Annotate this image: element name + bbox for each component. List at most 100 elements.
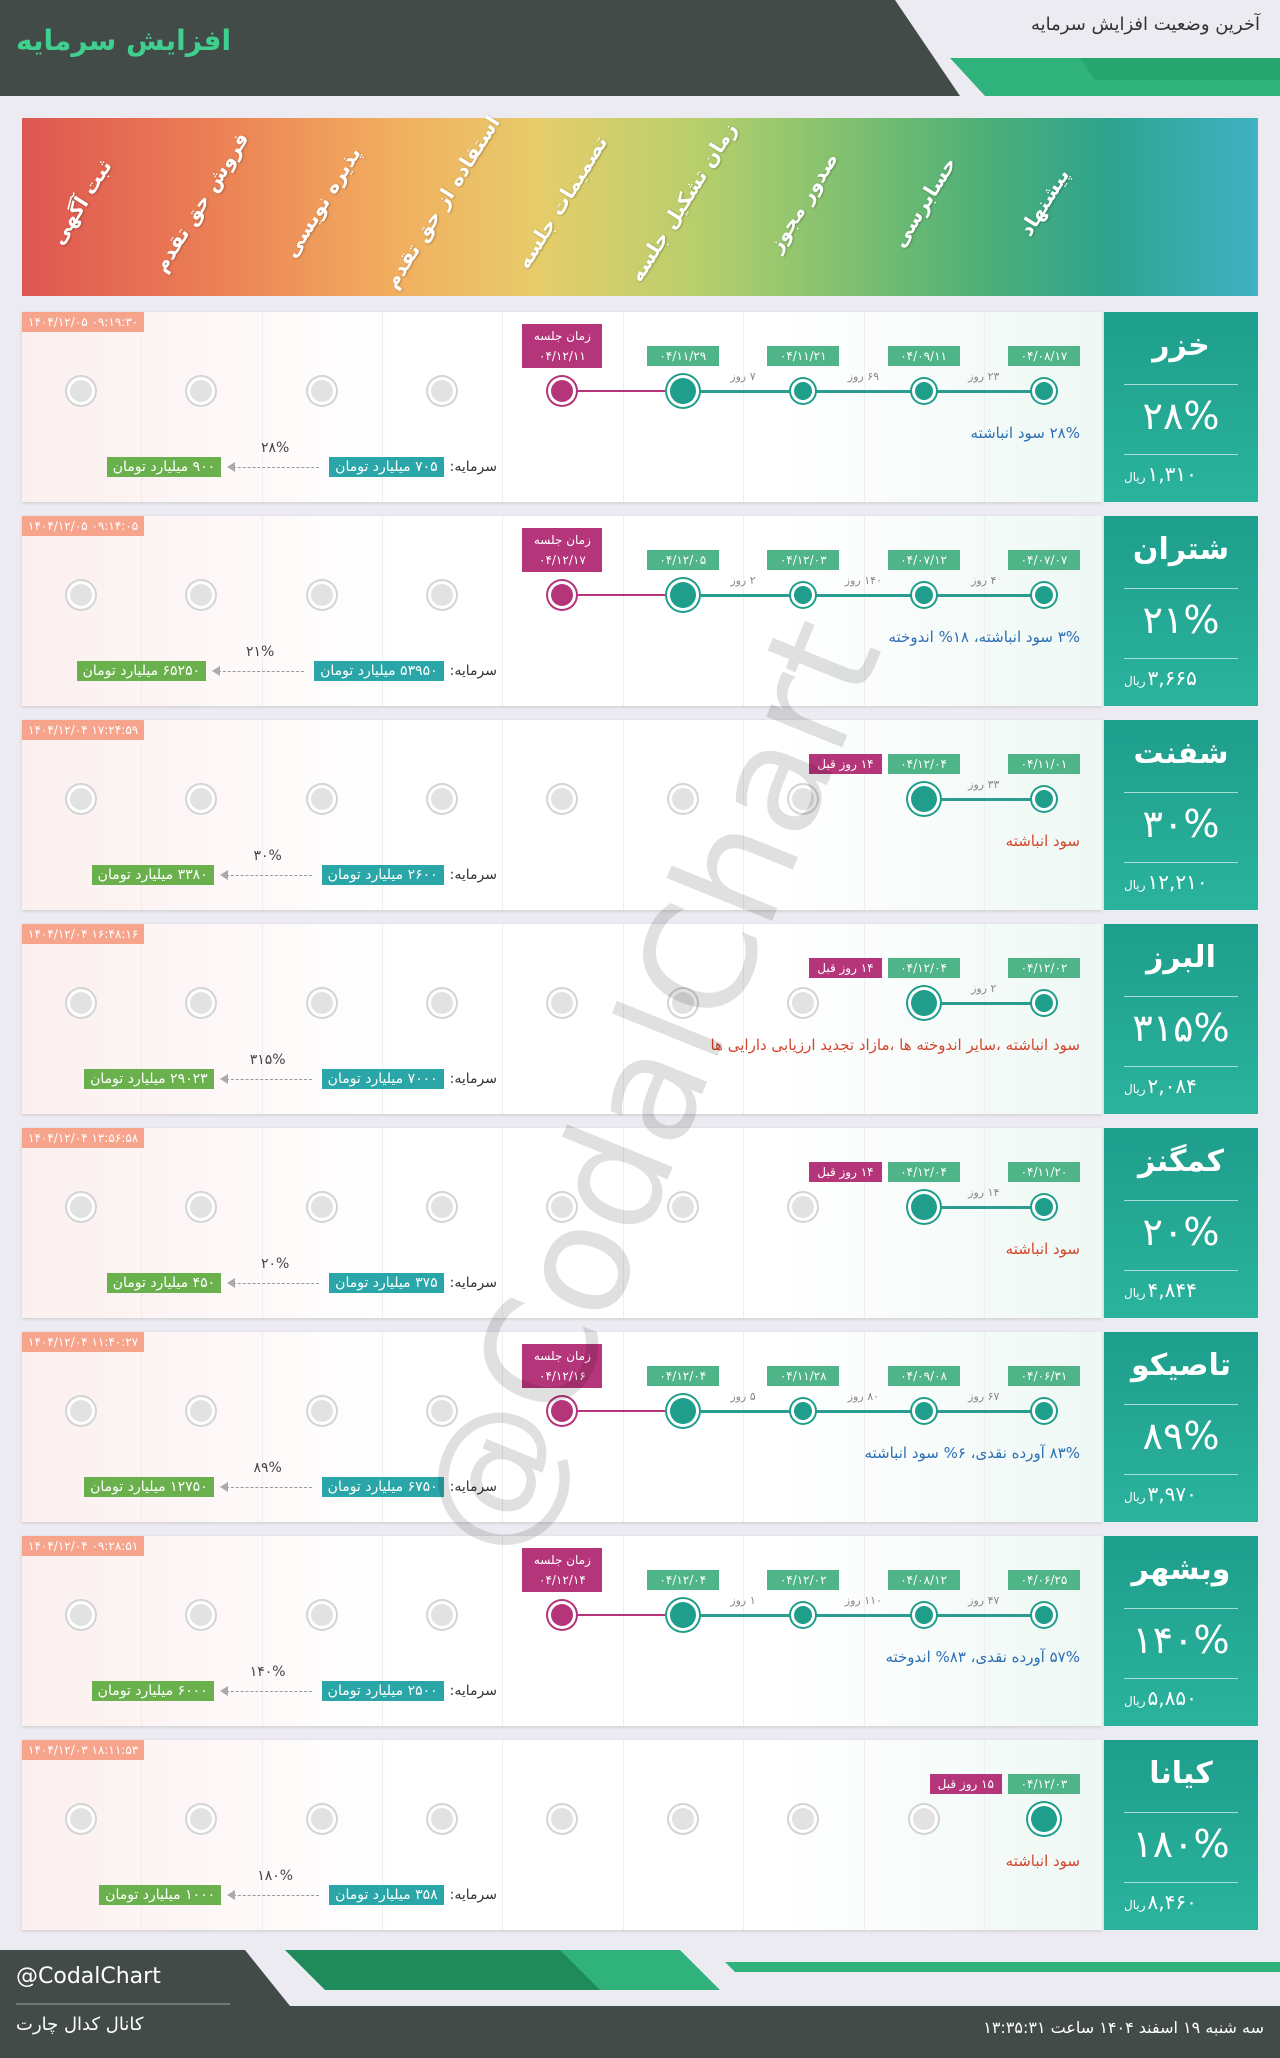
separator — [1124, 1474, 1238, 1475]
stage-dot — [1035, 1606, 1053, 1624]
date-tag: ۰۴/۱۲/۰۲ — [1008, 958, 1080, 978]
stage-dot — [912, 1808, 935, 1830]
timestamp: ۱۴۰۴/۱۲/۰۴ ۱۳:۵۶:۵۸ — [22, 1128, 145, 1148]
column-line — [141, 924, 143, 1114]
date-tag: ۰۴/۰۹/۱۱ — [887, 346, 960, 366]
capital-to: ۹۰۰ میلیارد تومان — [106, 457, 222, 477]
arrow-head — [227, 462, 236, 472]
gap-label: ۲۳ روز — [968, 370, 1000, 383]
gap-label: ۸۰ روز — [847, 1390, 880, 1403]
stage-dot — [431, 1808, 453, 1830]
arrow-line — [233, 1895, 320, 1896]
gap-label: ۱۴۰ روز — [844, 574, 882, 587]
stage-dot — [1035, 1402, 1053, 1420]
meeting-line — [562, 1614, 683, 1616]
gap-label: ۲ روز — [730, 574, 756, 587]
column-line — [141, 1536, 143, 1726]
arrow-head — [227, 1278, 236, 1288]
capital-from: ۷۰۵ میلیارد تومان — [329, 457, 444, 477]
date-tag: ۰۴/۰۸/۱۲ — [887, 1570, 960, 1590]
column-line — [622, 1536, 624, 1726]
arrow-line — [225, 875, 312, 876]
price: ریال ۵,۸۵۰ — [1124, 1686, 1197, 1710]
note: سود انباشته — [1005, 1240, 1080, 1258]
stage-dot — [671, 1808, 694, 1830]
stage-dot — [310, 1400, 333, 1422]
column-line — [743, 312, 745, 502]
company-name: خزر — [1152, 328, 1210, 363]
column-line — [743, 720, 745, 910]
stage-dot — [1035, 382, 1053, 400]
progress-line — [923, 1002, 1044, 1005]
capital-row: سرمایه: ۳۷۵ میلیارد تومان ۲۰% ۴۵۰ میلیارد ت… — [106, 1256, 497, 1294]
company-percent: ۱۴۰% — [1132, 1618, 1230, 1662]
stage-dot — [914, 382, 933, 400]
capital-from: ۲۶۰۰ میلیارد تومان — [321, 865, 444, 885]
stage-dot — [910, 786, 937, 812]
company-name: وبشهر — [1131, 1552, 1231, 1587]
stage-dot — [69, 1808, 92, 1830]
increase-label: ۲۸% — [261, 440, 290, 456]
capital-label: سرمایه: — [449, 1479, 497, 1495]
stage-dot — [669, 378, 696, 404]
date-tag: ۰۴/۱۲/۰۴ — [887, 754, 960, 774]
price: ریال ۳,۶۶۵ — [1124, 666, 1197, 690]
arrow-line — [225, 1487, 312, 1488]
capital-row: سرمایه: ۵۳۹۵۰ میلیارد تومان ۲۱% ۶۵۲۵۰ میلیا… — [76, 644, 497, 682]
column-line — [743, 1128, 745, 1318]
stage-dot — [671, 788, 694, 810]
company-percent: ۱۸۰% — [1132, 1822, 1230, 1866]
stage-dot — [431, 584, 453, 606]
meeting-tag: زمان جلسه ۰۴/۱۲/۱۱ — [522, 324, 603, 368]
separator — [1124, 1812, 1238, 1813]
increase-arrow: ۳۱۵% — [219, 1052, 316, 1090]
date-tag: ۰۴/۱۲/۰۴ — [887, 1162, 960, 1182]
timestamp: ۱۴۰۴/۱۲/۰۳ ۱۸:۱۱:۵۳ — [22, 1740, 145, 1760]
stage-dot — [190, 788, 213, 810]
stage-dot — [431, 1604, 453, 1626]
capital-to: ۳۳۸۰ میلیارد تومان — [91, 865, 214, 885]
stage-dot — [431, 380, 453, 402]
column-line — [743, 1536, 745, 1726]
stage-dot — [190, 992, 213, 1014]
column-line — [502, 720, 504, 910]
column-line — [863, 1740, 865, 1930]
increase-arrow: ۲۱% — [212, 644, 308, 682]
stage-dot — [792, 992, 815, 1014]
stage-dot — [1035, 994, 1053, 1012]
capital-row: سرمایه: ۶۷۵۰ میلیارد تومان ۸۹% ۱۲۷۵۰ میلیار… — [84, 1460, 497, 1498]
stage-dot — [910, 990, 937, 1016]
stage-dot — [310, 992, 333, 1014]
column-line — [743, 516, 745, 706]
currency: ریال — [1124, 878, 1146, 892]
capital-to: ۴۵۰ میلیارد تومان — [106, 1273, 222, 1293]
stage-dot — [794, 1402, 813, 1420]
column-line — [502, 516, 504, 706]
column-line — [141, 1332, 143, 1522]
capital-to: ۱۰۰۰ میلیارد تومان — [99, 1885, 222, 1905]
column-line — [261, 720, 263, 910]
stage-dot — [910, 1194, 937, 1220]
column-line — [502, 1332, 504, 1522]
stage-dot — [431, 788, 453, 810]
date-tag: ۰۴/۱۱/۲۸ — [767, 1366, 840, 1386]
increase-label: ۳۰% — [253, 848, 282, 864]
date-tag: ۰۴/۱۱/۲۱ — [767, 346, 840, 366]
company-name: شفنت — [1133, 736, 1229, 771]
stage-dot — [69, 1196, 92, 1218]
price-value: ۵,۸۵۰ — [1147, 1686, 1197, 1710]
column-line — [863, 1332, 865, 1522]
arrow-head — [227, 1890, 236, 1900]
meeting-tag: زمان جلسه ۰۴/۱۲/۱۴ — [522, 1548, 603, 1592]
column-line — [863, 1536, 865, 1726]
meeting-label: زمان جلسه — [533, 329, 591, 343]
price-value: ۱۲,۲۱۰ — [1147, 870, 1208, 894]
capital-to: ۱۲۷۵۰ میلیارد تومان — [84, 1477, 214, 1497]
column-line — [622, 1332, 624, 1522]
capital-label: سرمایه: — [449, 1683, 497, 1699]
stage-dot — [310, 1808, 333, 1830]
progress-line — [682, 1614, 1044, 1617]
gap-label: ۱ روز — [730, 1594, 756, 1607]
note: ۵۷% آورده نقدی، ۸۳% اندوخته — [885, 1648, 1080, 1666]
